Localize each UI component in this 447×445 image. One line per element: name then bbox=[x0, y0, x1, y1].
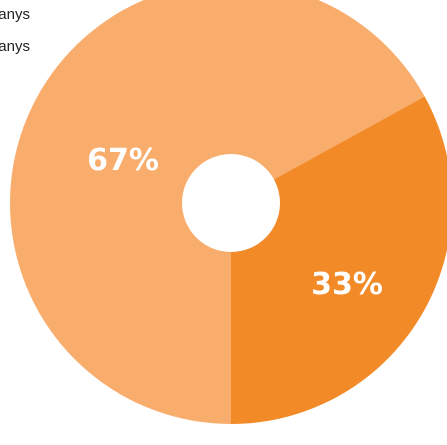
legend-label-1: 31 anys bbox=[0, 38, 30, 55]
legend: 0 anys 31 anys bbox=[0, 6, 30, 55]
donut-hole bbox=[182, 154, 280, 252]
pie-slice-1 bbox=[231, 96, 447, 424]
slice-label-1: 33% bbox=[311, 267, 383, 302]
slice-label-0: 67% bbox=[87, 143, 159, 178]
legend-label-0: 0 anys bbox=[0, 6, 30, 23]
